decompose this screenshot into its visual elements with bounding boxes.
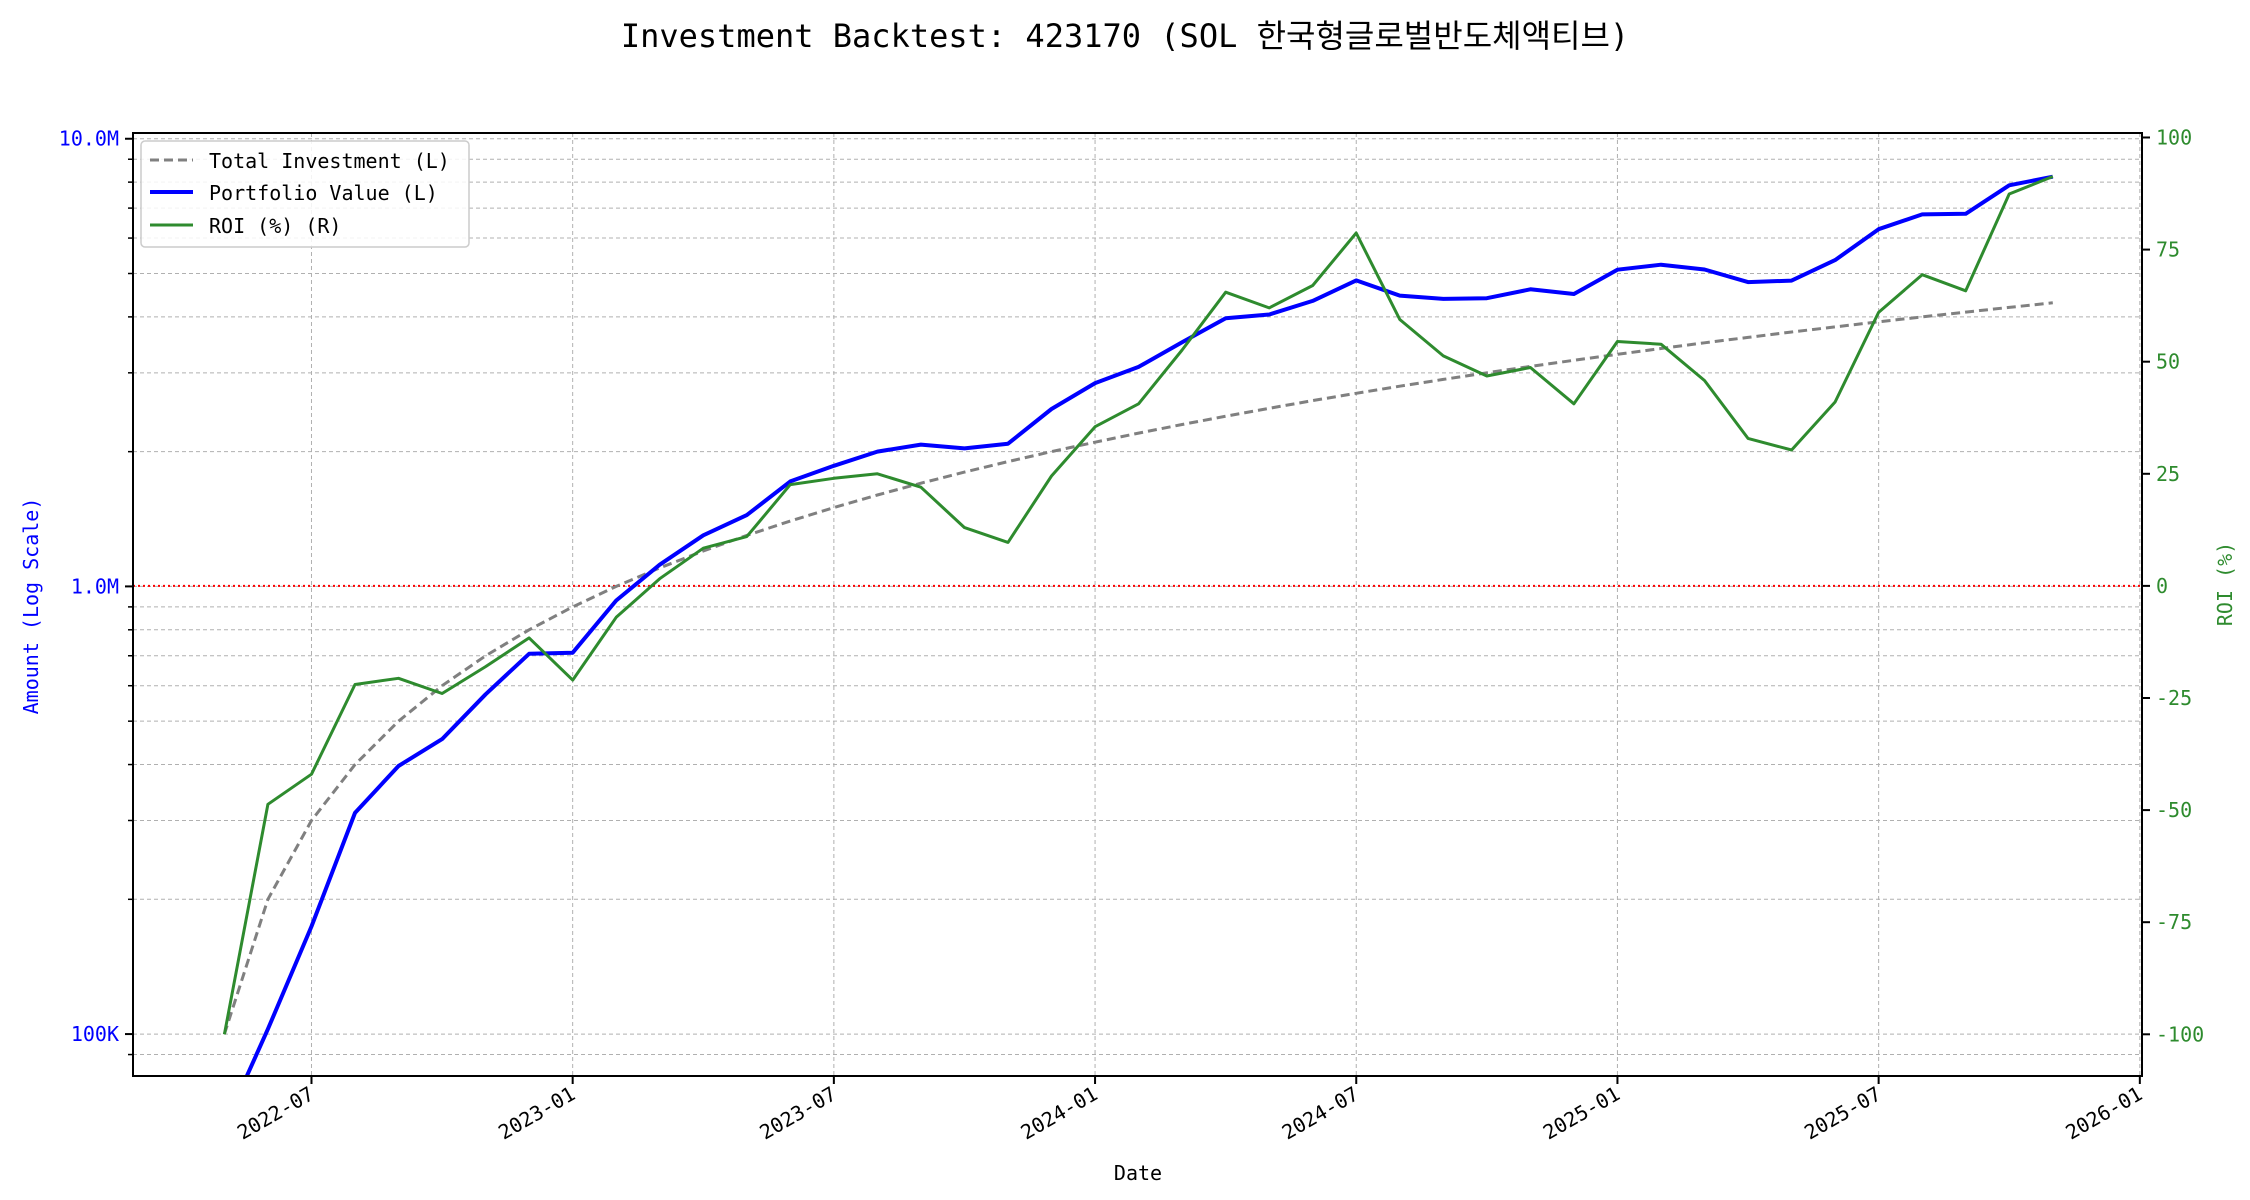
legend-label-portfolio-value: Portfolio Value (L) bbox=[209, 181, 438, 205]
y-right-tick-label: 100 bbox=[2156, 125, 2192, 149]
legend-label-total-investment: Total Investment (L) bbox=[209, 149, 450, 173]
series-layer bbox=[133, 174, 2142, 1076]
y-left-tick-label: 100K bbox=[71, 1022, 119, 1046]
y-right-tick-label: -50 bbox=[2156, 798, 2192, 822]
y-axis-right-label: ROI (%) bbox=[2213, 542, 2237, 626]
plot-frame bbox=[132, 132, 2143, 1077]
x-axis-label: Date bbox=[1114, 1161, 1162, 1185]
roi-line bbox=[222, 175, 2054, 1035]
chart-title: Investment Backtest: 423170 (SOL 한국형글로벌반… bbox=[621, 17, 1629, 55]
legend: Total Investment (L) Portfolio Value (L)… bbox=[140, 140, 470, 248]
y-right-tick-label: 50 bbox=[2156, 350, 2180, 374]
y-left-tick-label: 10.0M bbox=[59, 127, 119, 151]
y-right-tick-label: -100 bbox=[2156, 1022, 2204, 1046]
y-axis-left-label: Amount (Log Scale) bbox=[19, 498, 43, 715]
legend-box bbox=[140, 140, 470, 248]
y-left-tick-label: 1.0M bbox=[71, 574, 119, 598]
y-right-tick-label: -25 bbox=[2156, 686, 2192, 710]
portfolio-value-line bbox=[244, 174, 2054, 1076]
y-right-tick-label: -75 bbox=[2156, 910, 2192, 934]
y-right-tick-label: 0 bbox=[2156, 574, 2168, 598]
total-investment-line bbox=[222, 301, 2053, 1035]
legend-label-roi: ROI (%) (R) bbox=[209, 214, 341, 238]
y-right-tick-label: 75 bbox=[2156, 238, 2180, 262]
y-right-tick-label: 25 bbox=[2156, 462, 2180, 486]
series-group bbox=[222, 174, 2054, 1076]
